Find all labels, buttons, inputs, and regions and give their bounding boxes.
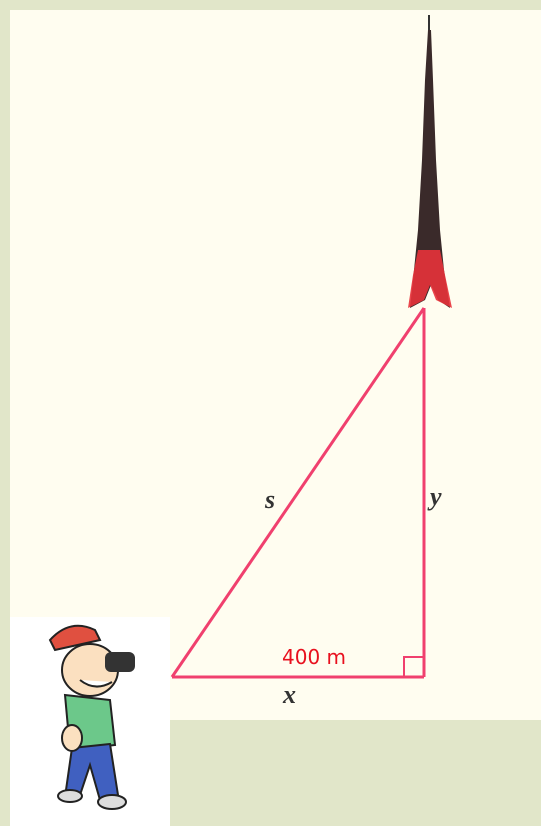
observer — [10, 617, 170, 826]
base-label: x — [282, 680, 296, 709]
page: s y x 400 m (() => { const data = JSON.p… — [0, 0, 541, 826]
panel — [10, 10, 541, 720]
height-label: y — [427, 482, 442, 511]
hypotenuse-label: s — [264, 485, 275, 514]
diagram: s y x 400 m — [0, 0, 541, 826]
distance-label: 400 m — [282, 645, 346, 669]
